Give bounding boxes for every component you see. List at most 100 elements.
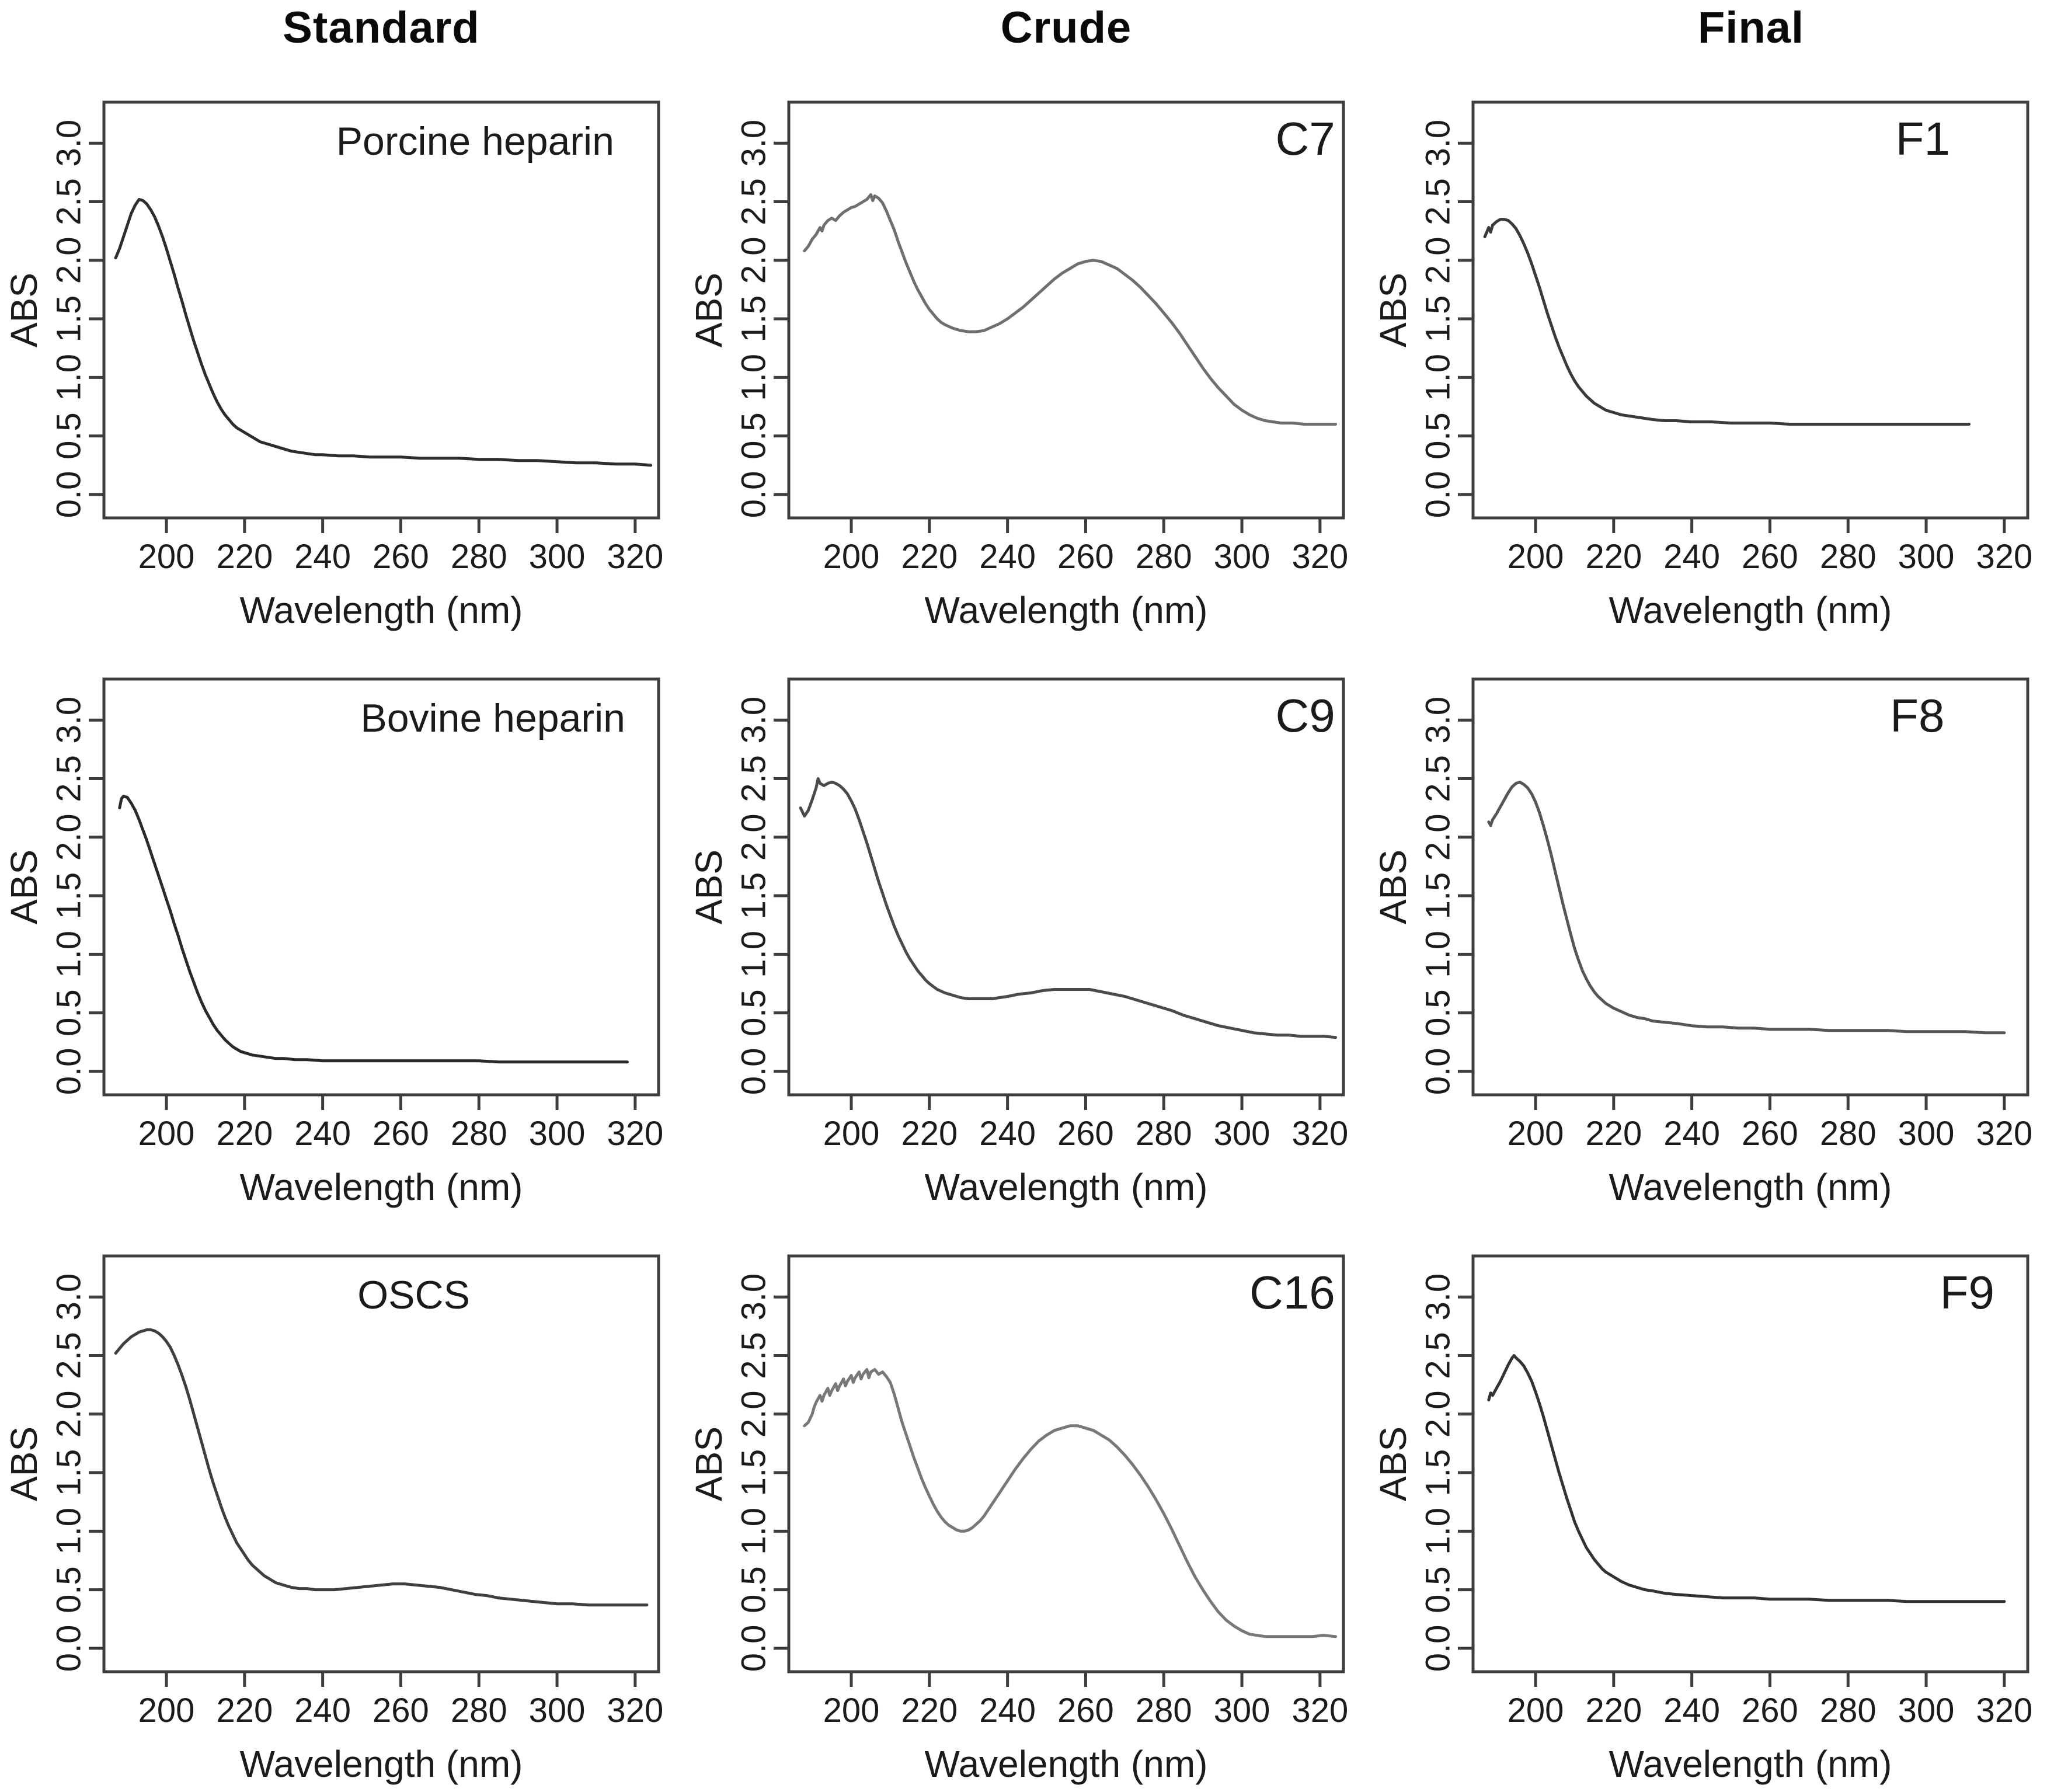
spectrum-curve: [114, 198, 653, 467]
spectrum-curve: [1483, 218, 1971, 426]
x-tick-label: 260: [1742, 1115, 1798, 1153]
y-tick-label: 3.0: [734, 120, 772, 167]
plot-box: [787, 100, 1345, 520]
column-title-final: Final: [1697, 3, 1805, 53]
x-tick-label: 220: [1585, 1692, 1642, 1730]
y-tick-label: 0.5: [734, 1566, 772, 1613]
y-tick-label: 0.5: [50, 412, 88, 460]
y-tick-label: 0.0: [734, 471, 772, 519]
y-tick-label: 0.5: [734, 989, 772, 1036]
y-tick-label: 1.5: [734, 295, 772, 343]
x-tick-label: 200: [1508, 1692, 1564, 1730]
y-tick-label: 1.5: [734, 1449, 772, 1497]
column-title-standard: Standard: [283, 3, 480, 53]
panel-c7: 200 220 240 260 280 300 320 0.0 0.5 1.0 1.5 2.0 2.5 3…: [685, 61, 1370, 638]
x-tick-label: 320: [1976, 538, 2032, 576]
x-tick-label: 300: [1214, 1115, 1270, 1153]
y-tick-label: 3.0: [1419, 697, 1457, 744]
plot-box: [787, 1254, 1345, 1673]
y-tick-label: 1.5: [50, 1449, 88, 1497]
y-tick-label: 0.0: [1419, 471, 1457, 519]
y-tick-label: 1.5: [1419, 1449, 1457, 1497]
x-tick-label: 220: [216, 1692, 273, 1730]
y-axis-label: ABS: [3, 1426, 45, 1501]
x-axis-label: Wavelength (nm): [1609, 589, 1892, 631]
x-tick-label: 280: [1136, 1115, 1192, 1153]
y-axis-label: ABS: [688, 850, 730, 924]
y-tick-label: 1.0: [1419, 931, 1457, 978]
y-tick-label: 0.0: [734, 1048, 772, 1095]
spectrum-curve: [799, 777, 1338, 1039]
y-tick-label: 2.5: [734, 178, 772, 225]
x-tick-label: 280: [451, 538, 507, 576]
y-axis-label: ABS: [1372, 273, 1414, 347]
x-tick-label: 260: [372, 1115, 429, 1153]
x-tick-label: 320: [607, 1692, 663, 1730]
x-axis-label: Wavelength (nm): [925, 1166, 1208, 1208]
y-tick-label: 1.0: [50, 1508, 88, 1555]
y-tick-label: 0.0: [50, 1048, 88, 1095]
plot-box: [787, 677, 1345, 1097]
panel-f1: 200 220 240 260 280 300 320 0.0 0.5 1.0 1.5 2.0 2.5 3…: [1369, 61, 2054, 638]
y-tick-label: 1.0: [50, 354, 88, 401]
x-tick-label: 220: [1585, 538, 1642, 576]
y-axis-label: ABS: [1372, 1426, 1414, 1501]
chart-c7-svg: 200 220 240 260 280 300 320 0.0 0.5 1.0 1.5 2.0 2.5 3…: [688, 100, 1348, 631]
x-tick-label: 320: [1291, 1692, 1348, 1730]
x-tick-label: 260: [372, 1692, 429, 1730]
spectrum-curve: [803, 1368, 1338, 1638]
y-tick-label: 2.0: [734, 813, 772, 861]
y-tick-label: 2.0: [1419, 1390, 1457, 1438]
y-tick-label: 1.5: [734, 872, 772, 920]
chart-c9-svg: 200 220 240 260 280 300 320 0.0 0.5 1.0 1.5 2.0 2.5 3…: [688, 677, 1348, 1208]
x-tick-label: 280: [1820, 1115, 1877, 1153]
x-tick-label: 260: [1057, 1692, 1114, 1730]
y-tick-label: 0.0: [1419, 1625, 1457, 1672]
panel-label: F8: [1890, 690, 1944, 742]
panel-label: C9: [1275, 690, 1335, 742]
x-tick-label: 300: [1898, 1115, 1955, 1153]
x-tick-label: 300: [1898, 538, 1955, 576]
panel-bovine-heparin: 200 220 240 260 280 300 320 0.0 0.5 1.0 1.5 2.0 2.5 3…: [0, 638, 685, 1215]
y-tick-label: 3.0: [1419, 1273, 1457, 1321]
x-tick-label: 280: [451, 1115, 507, 1153]
y-tick-label: 2.0: [1419, 236, 1457, 284]
y-tick-label: 1.5: [50, 295, 88, 343]
y-tick-label: 1.0: [50, 931, 88, 978]
x-tick-label: 320: [1976, 1115, 2032, 1153]
x-axis-label: Wavelength (nm): [925, 589, 1208, 631]
y-tick-label: 3.0: [734, 1273, 772, 1321]
x-tick-label: 240: [1663, 1692, 1720, 1730]
column-title-crude: Crude: [1000, 3, 1132, 53]
y-tick-label: 2.5: [734, 755, 772, 802]
y-axis-label: ABS: [3, 273, 45, 347]
y-tick-label: 0.5: [1419, 1566, 1457, 1613]
panel-porcine-heparin: 200 220 240 260 280 300 320 0.0 0.5 1.0 1.5 2.0 2.5 3…: [0, 61, 685, 638]
y-tick-label: 2.5: [50, 178, 88, 225]
x-tick-label: 320: [1291, 538, 1348, 576]
chart-oscs-svg: 200 220 240 260 280 300 320 0.0 0.5 1.0 1.5 2.0 2.5 3…: [3, 1254, 663, 1785]
x-tick-label: 300: [1214, 1692, 1270, 1730]
x-tick-label: 220: [216, 538, 273, 576]
x-tick-label: 260: [1057, 1115, 1114, 1153]
x-tick-label: 280: [1820, 538, 1877, 576]
y-axis-label: ABS: [688, 1426, 730, 1501]
x-tick-label: 200: [138, 1692, 195, 1730]
y-tick-label: 0.5: [1419, 989, 1457, 1036]
x-axis-label: Wavelength (nm): [240, 1166, 523, 1208]
panel-f8: 200 220 240 260 280 300 320 0.0 0.5 1.0 1.5 2.0 2.5 3…: [1369, 638, 2054, 1215]
y-tick-label: 2.5: [1419, 755, 1457, 802]
x-tick-label: 220: [901, 1115, 958, 1153]
panel-label: C7: [1275, 113, 1335, 165]
y-tick-label: 2.0: [50, 813, 88, 861]
y-tick-label: 2.0: [50, 236, 88, 284]
x-axis-label: Wavelength (nm): [240, 589, 523, 631]
y-tick-label: 0.5: [50, 989, 88, 1036]
panel-c9: 200 220 240 260 280 300 320 0.0 0.5 1.0 1.5 2.0 2.5 3…: [685, 638, 1370, 1215]
panel-oscs: 200 220 240 260 280 300 320 0.0 0.5 1.0 1.5 2.0 2.5 3…: [0, 1215, 685, 1792]
spectrum-curve: [114, 1328, 649, 1607]
panel-label: OSCS: [357, 1273, 470, 1317]
y-tick-label: 2.0: [734, 1390, 772, 1438]
y-tick-label: 2.5: [1419, 178, 1457, 225]
x-tick-label: 240: [979, 538, 1036, 576]
